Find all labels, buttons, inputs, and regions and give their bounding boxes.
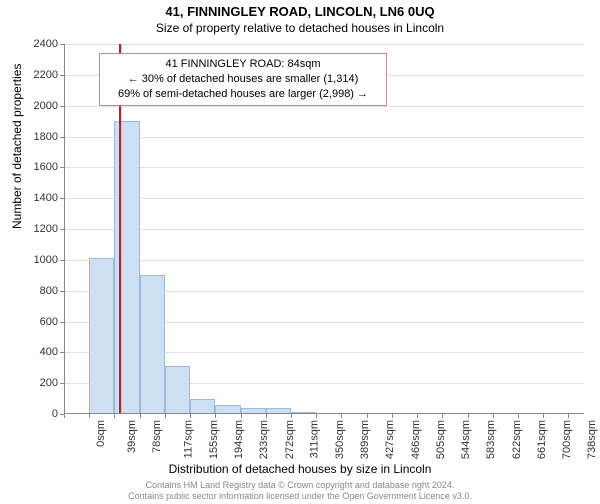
title-primary: 41, FINNINGLEY ROAD, LINCOLN, LN6 0UQ [0, 4, 600, 19]
y-tick-label: 0 [0, 408, 58, 420]
x-tick-label: 233sqm [258, 420, 270, 459]
grid-line [64, 137, 584, 138]
x-tick-mark [140, 414, 141, 418]
y-axis-title: Number of detached properties [10, 64, 24, 229]
info-box-line2: ← 30% of detached houses are smaller (1,… [108, 72, 378, 87]
x-tick-label: 311sqm [308, 420, 320, 458]
x-tick-mark [392, 414, 393, 418]
y-tick-label: 1800 [0, 131, 58, 143]
x-tick-mark [568, 414, 569, 418]
x-tick-mark [64, 414, 65, 418]
y-tick-label: 2000 [0, 100, 58, 112]
x-axis [64, 413, 584, 414]
x-tick-mark [543, 414, 544, 418]
x-tick-label: 272sqm [284, 420, 296, 459]
x-tick-mark [266, 414, 267, 418]
x-tick-mark [241, 414, 242, 418]
x-tick-label: 350sqm [334, 420, 346, 459]
x-tick-mark [518, 414, 519, 418]
title-secondary: Size of property relative to detached ho… [0, 21, 600, 35]
x-tick-label: 622sqm [511, 420, 523, 459]
x-tick-mark [114, 414, 115, 418]
y-tick-label: 1200 [0, 223, 58, 235]
x-tick-label: 0sqm [95, 420, 107, 447]
x-tick-mark [165, 414, 166, 418]
y-tick-label: 1000 [0, 254, 58, 266]
x-tick-label: 194sqm [233, 420, 245, 459]
x-tick-label: 78sqm [151, 420, 163, 453]
y-tick-label: 1400 [0, 192, 58, 204]
x-tick-mark [316, 414, 317, 418]
x-tick-label: 544sqm [460, 420, 472, 459]
y-tick-label: 800 [0, 285, 58, 297]
x-tick-mark [291, 414, 292, 418]
y-tick-label: 400 [0, 346, 58, 358]
grid-line [64, 106, 584, 107]
x-tick-label: 738sqm [586, 420, 598, 459]
x-tick-label: 427sqm [385, 420, 397, 459]
x-tick-mark [341, 414, 342, 418]
x-tick-mark [89, 414, 90, 418]
histogram-bar [140, 275, 165, 414]
x-tick-label: 583sqm [485, 420, 497, 459]
x-tick-label: 505sqm [435, 420, 447, 459]
footer-attribution: Contains HM Land Registry data © Crown c… [0, 480, 600, 502]
histogram-bar [190, 399, 215, 414]
histogram-bar [165, 366, 190, 414]
y-tick-label: 600 [0, 316, 58, 328]
x-tick-label: 466sqm [410, 420, 422, 459]
x-axis-title: Distribution of detached houses by size … [0, 462, 600, 476]
grid-line [64, 44, 584, 45]
histogram-bar [89, 258, 114, 414]
y-tick-label: 200 [0, 377, 58, 389]
y-tick-label: 2400 [0, 38, 58, 50]
y-tick-label: 1600 [0, 161, 58, 173]
footer-line2: Contains public sector information licen… [0, 491, 600, 502]
x-tick-mark [442, 414, 443, 418]
info-box: 41 FINNINGLEY ROAD: 84sqm ← 30% of detac… [99, 53, 387, 106]
x-tick-mark [417, 414, 418, 418]
info-box-line3: 69% of semi-detached houses are larger (… [108, 87, 378, 102]
info-box-line1: 41 FINNINGLEY ROAD: 84sqm [108, 57, 378, 72]
x-tick-label: 39sqm [126, 420, 138, 453]
x-tick-mark [493, 414, 494, 418]
grid-line [64, 229, 584, 230]
x-tick-mark [367, 414, 368, 418]
x-tick-label: 117sqm [182, 420, 194, 458]
footer-line1: Contains HM Land Registry data © Crown c… [0, 480, 600, 491]
x-tick-label: 661sqm [536, 420, 548, 459]
grid-line [64, 167, 584, 168]
grid-line [64, 198, 584, 199]
y-tick-label: 2200 [0, 69, 58, 81]
x-tick-label: 389sqm [359, 420, 371, 459]
x-tick-label: 700sqm [561, 420, 573, 459]
grid-line [64, 260, 584, 261]
x-tick-mark [215, 414, 216, 418]
x-tick-label: 155sqm [208, 420, 220, 459]
y-axis [64, 44, 65, 414]
x-tick-mark [468, 414, 469, 418]
x-tick-mark [190, 414, 191, 418]
